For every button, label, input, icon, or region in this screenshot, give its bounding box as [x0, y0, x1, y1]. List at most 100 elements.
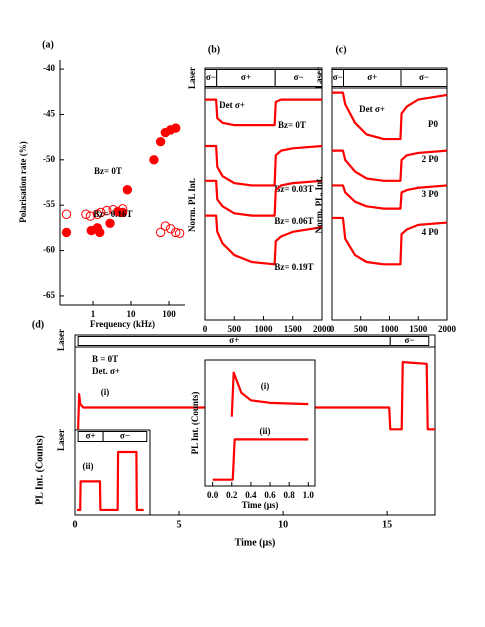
y-tick-label: -55: [43, 199, 55, 209]
laser-segment-label: σ−: [206, 72, 216, 82]
annotation: Det σ+: [219, 100, 245, 110]
y-axis-label: PL Int. (Counts): [190, 392, 200, 455]
open-point: [108, 205, 118, 215]
filled-point: [105, 218, 115, 229]
x-tick-label: 0.8: [284, 490, 296, 500]
x-tick-label: 0.6: [264, 490, 276, 500]
open-point: [81, 209, 91, 219]
laser-segment: [400, 69, 448, 87]
y-axis-label: Norm. PL Int.: [187, 178, 197, 232]
open-point: [171, 227, 181, 238]
series-label: Bz= 0T: [94, 166, 122, 176]
y-tick-label: -50: [43, 154, 55, 164]
open-point: [85, 211, 96, 221]
laser-segment-label: σ−: [333, 72, 343, 82]
x-tick-label: 0.4: [245, 490, 257, 500]
trace: [332, 91, 448, 141]
laser-segment-label: σ−: [120, 431, 130, 441]
trace: [230, 371, 309, 417]
open-point: [174, 228, 185, 239]
x-tick-label: 1000: [255, 324, 274, 334]
open-point: [165, 224, 176, 234]
x-tick-label: 2000: [438, 324, 457, 334]
laser-segment-label: σ−: [419, 72, 429, 82]
trace: [77, 361, 435, 431]
series-label: Bz= 0.16T: [93, 209, 132, 219]
panel-label: (c): [335, 44, 346, 55]
x-axis-label: Time (μs): [242, 500, 279, 510]
x-tick-label: 0: [330, 324, 335, 334]
laser-segment: [102, 431, 148, 442]
filled-point: [122, 185, 133, 195]
x-tick-label: 500: [354, 324, 368, 334]
trace: [205, 214, 323, 266]
x-tick-label: 0: [73, 519, 78, 530]
x-tick-label: 500: [228, 324, 242, 334]
annotation: B = 0T: [92, 354, 118, 364]
open-point: [61, 209, 72, 219]
trace: [212, 438, 309, 481]
y-axis-label: PL Int. (Counts): [34, 435, 45, 505]
laser-segment-label: σ+: [86, 431, 96, 441]
series-label: Bz= 0.19T: [274, 262, 313, 272]
laser-label: Laser: [187, 67, 197, 89]
panel-label: (a): [42, 39, 54, 50]
x-tick-label: 0.0: [207, 490, 219, 500]
filled-point: [155, 136, 166, 147]
laser-label: Laser: [56, 429, 66, 451]
open-point: [160, 221, 171, 231]
x-tick-label: 15: [382, 519, 392, 530]
series-label: (i): [101, 387, 110, 397]
laser-segment: [274, 69, 323, 87]
x-tick-label: 0: [203, 324, 208, 334]
series-label: (i): [261, 381, 270, 391]
x-tick-label: 1: [91, 309, 96, 319]
open-point: [96, 207, 106, 218]
y-axis-label: Norm. PL. Int.: [314, 177, 324, 234]
x-tick-label: 1.0: [303, 490, 315, 500]
plot-frame: [204, 359, 316, 487]
open-point: [155, 227, 166, 238]
plot-frame: [331, 67, 448, 321]
series-label: Bz= 0T: [278, 120, 306, 130]
filled-point: [117, 207, 128, 218]
x-tick-label: 10: [127, 309, 137, 319]
series-label: (ii): [83, 461, 94, 471]
plot-frame: [204, 67, 323, 321]
annotation: Det σ+: [359, 104, 385, 114]
trace: [332, 216, 448, 266]
laser-segment-label: σ+: [241, 72, 251, 82]
x-tick-label: 10: [278, 519, 288, 530]
laser-segment-label: σ+: [229, 335, 239, 345]
trace: [205, 98, 322, 127]
panel-label: (d): [32, 319, 44, 330]
x-axis-label: Time (μs): [235, 537, 276, 548]
trace: [332, 184, 448, 210]
x-tick-label: 100: [162, 309, 176, 319]
trace: [205, 144, 323, 187]
x-tick-label: 1500: [409, 324, 428, 334]
y-tick-label: -60: [43, 245, 55, 255]
open-point: [117, 204, 128, 214]
series-label: Bz= 0.06T: [274, 216, 313, 226]
series-label: Bz= 0.03T: [274, 184, 313, 194]
x-tick-label: 5: [177, 519, 182, 530]
series-label: 4 P0: [422, 227, 439, 237]
filled-point: [149, 155, 159, 165]
filled-point: [171, 123, 181, 133]
laser-segment-label: σ−: [404, 335, 414, 345]
laser-label: Laser: [314, 67, 324, 89]
x-tick-label: 1000: [381, 324, 400, 334]
series-label: 3 P0: [422, 189, 439, 199]
series-label: P0: [428, 119, 438, 129]
laser-label: Laser: [56, 329, 66, 351]
y-tick-label: -45: [43, 109, 55, 119]
trace: [332, 149, 448, 182]
panel-label: (b): [208, 44, 220, 55]
filled-point: [61, 227, 72, 238]
annotation: Det. σ+: [92, 366, 120, 376]
series-label: 2 P0: [422, 154, 439, 164]
x-tick-label: 2000: [313, 324, 332, 334]
